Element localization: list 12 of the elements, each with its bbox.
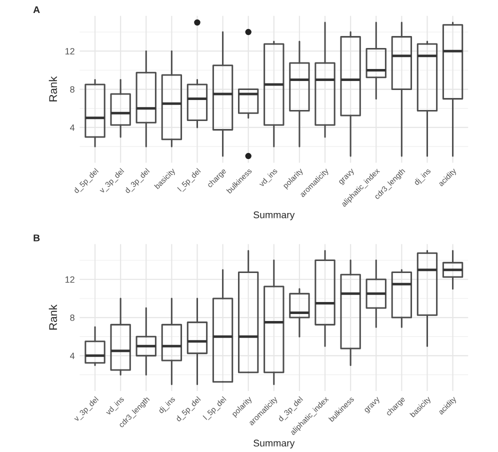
y-tick-label: 12: [65, 48, 74, 54]
chart-title: B: [34, 234, 40, 242]
y-tick-label: 4: [70, 352, 75, 359]
chart-title: A: [33, 6, 40, 14]
y-tick-label: 12: [65, 276, 74, 283]
x-axis-title: Summary: [254, 440, 295, 448]
y-tick-label: 8: [70, 314, 74, 321]
y-tick-label: 8: [70, 86, 74, 93]
x-axis-title: Summary: [254, 211, 295, 220]
y-axis-title: Rank: [48, 76, 58, 102]
y-tick-label: 4: [70, 124, 75, 131]
y-axis-title: Rank: [48, 304, 58, 330]
